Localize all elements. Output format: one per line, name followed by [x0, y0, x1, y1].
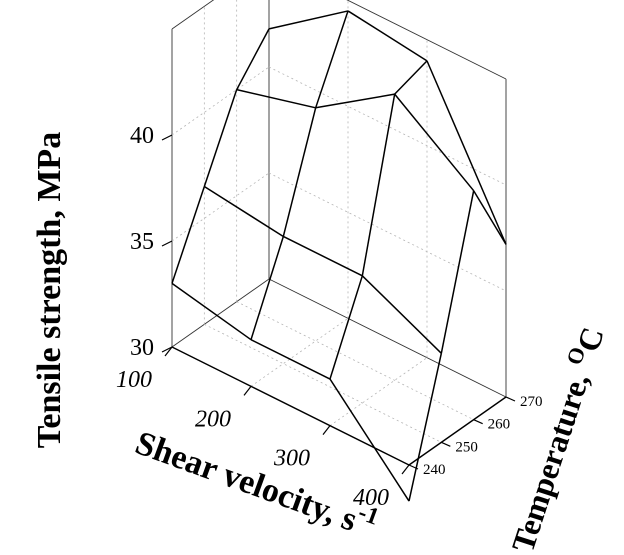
left-floor-edge [171, 278, 270, 348]
grid-line [171, 66, 270, 136]
x-tick-mark [322, 425, 331, 436]
surface-edge [282, 235, 363, 277]
z-tick-mark [161, 346, 173, 353]
y-tick-label: 240 [423, 462, 446, 478]
x-tick-label: 100 [116, 367, 152, 393]
surface-edge [361, 275, 442, 354]
surface-edge [236, 28, 270, 91]
surface-edge [250, 236, 285, 340]
z-tick-label: 35 [130, 229, 154, 255]
y-axis-title-main: Temperature, [504, 361, 598, 550]
z-axis-title: Tensile strength, MPa [31, 132, 68, 448]
y-axis-line [408, 396, 507, 466]
x-axis-title: Shear velocity, s-1 [131, 420, 383, 546]
grid-line [268, 66, 507, 186]
surface-edge [282, 107, 317, 237]
surface-edge [440, 190, 475, 354]
chart-axes [161, 134, 516, 475]
y-tick-mark [441, 441, 451, 447]
grid-line [268, 172, 507, 292]
surface-edge [329, 275, 364, 380]
z-tick-label: 30 [130, 335, 154, 361]
surface-edge [315, 93, 395, 109]
grid-line [329, 357, 428, 426]
surface-edge [394, 60, 428, 95]
surface-edge [171, 186, 206, 284]
surface-edge [394, 93, 475, 192]
y-tick-mark [408, 464, 419, 470]
surface-edge [361, 94, 396, 276]
y-tick-label: 260 [488, 417, 511, 433]
surface-edge [408, 353, 443, 502]
chart-box [171, 0, 507, 398]
y-tick-mark [505, 396, 516, 402]
chart-grid [171, 0, 507, 443]
surface-edge [171, 282, 252, 341]
surface-edge [329, 378, 410, 502]
surface-edge [268, 10, 349, 30]
z-tick-mark [161, 240, 173, 247]
grid-line [250, 318, 349, 387]
surface-edge [203, 89, 238, 187]
x-tick-mark [401, 464, 410, 475]
y-axis-title: Temperature, OC [501, 322, 610, 550]
surface-mesh [171, 10, 507, 502]
x-tick-label: 300 [273, 446, 310, 472]
surface-edge [426, 60, 507, 245]
y-tick-label: 250 [455, 439, 478, 455]
surface-edge [314, 10, 349, 109]
back-floor-edge [268, 278, 507, 398]
z-tick-mark [161, 134, 173, 141]
z-tick-label: 40 [130, 123, 154, 149]
surface-edge [473, 190, 507, 245]
x-axis-line [171, 346, 410, 466]
surface-edge [236, 88, 316, 109]
back-wall-top-edge [346, 0, 507, 80]
tick-labels: 30 35 40 100 200 300 400 240 250 260 270 [116, 123, 543, 511]
grid-line [236, 301, 474, 421]
surface-edge [347, 10, 428, 62]
grid-line [204, 323, 442, 443]
x-tick-label: 400 [353, 485, 389, 511]
x-axis-title-main: Shear velocity, s [131, 425, 362, 539]
x-tick-mark [243, 385, 252, 396]
x-tick-mark [164, 346, 173, 357]
x-tick-label: 200 [195, 406, 231, 432]
surface-edge [203, 185, 284, 238]
grid-line [171, 172, 270, 242]
y-tick-mark [473, 419, 483, 425]
left-wall-top-edge [171, 0, 215, 30]
surface-edge [250, 339, 331, 380]
y-tick-label: 270 [520, 394, 543, 410]
